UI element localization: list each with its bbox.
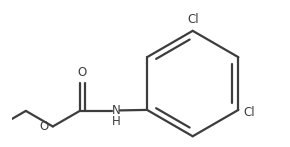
Text: N: N [112,104,120,117]
Text: Cl: Cl [187,13,199,26]
Text: O: O [78,66,87,79]
Text: O: O [39,120,49,133]
Text: Cl: Cl [243,106,255,119]
Text: H: H [112,115,120,128]
